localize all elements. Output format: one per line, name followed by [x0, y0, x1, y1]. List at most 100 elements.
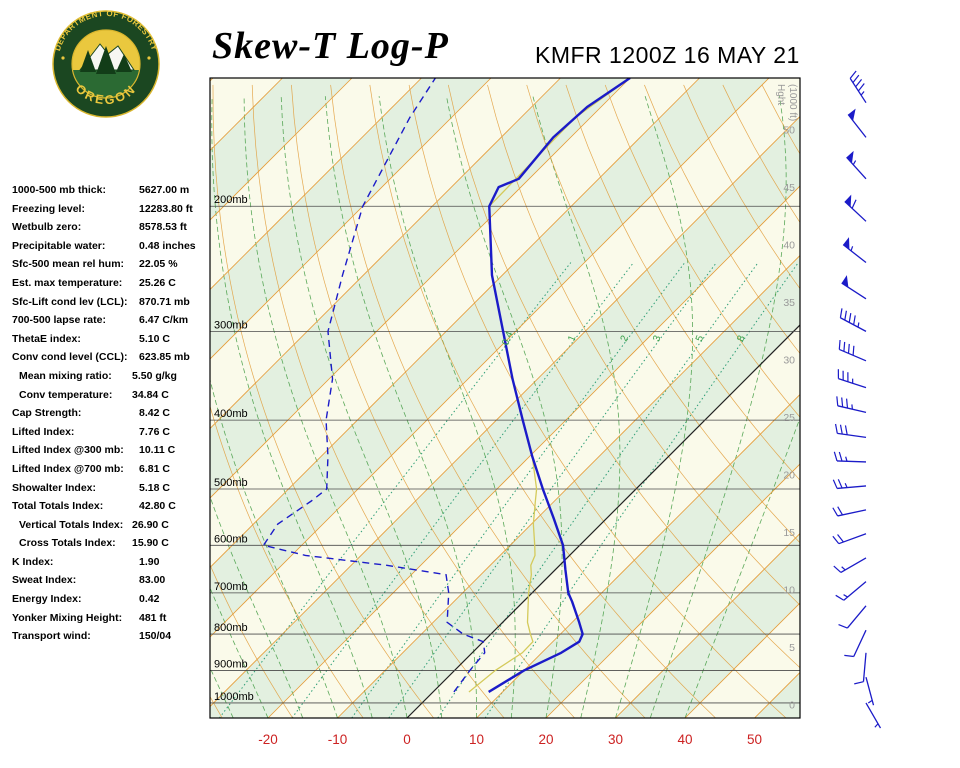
dry-adiabat-line	[212, 84, 434, 718]
stat-value: 0.48 inches	[139, 239, 196, 252]
wind-barb	[833, 557, 867, 573]
mixing-ratio-label: 8	[735, 334, 747, 344]
stat-value: 7.76 C	[139, 425, 170, 438]
wind-barb	[836, 396, 867, 413]
isotherm-line	[210, 78, 770, 638]
stat-label: Lifted Index:	[12, 425, 75, 438]
stat-row: Freezing level: 12283.80 ft	[12, 203, 216, 222]
temp-axis-label: -10	[328, 732, 348, 747]
moist-adiabat-line	[210, 495, 304, 718]
dry-adiabat-line	[919, 85, 960, 718]
stat-label: Showalter Index:	[12, 481, 97, 494]
isotherm-line	[615, 532, 800, 718]
temp-axis-label: 40	[677, 732, 692, 747]
stat-row: K Index: 1.90	[12, 556, 216, 575]
stat-row: Wetbulb zero: 8578.53 ft	[12, 221, 216, 240]
isotherm-line	[476, 393, 800, 718]
pressure-label: 500mb	[214, 477, 248, 489]
wind-barb	[844, 629, 867, 658]
stat-row: Yonker Mixing Height: 481 ft	[12, 612, 216, 631]
moist-adiabat-line	[324, 96, 477, 718]
background-band	[824, 78, 960, 718]
mixing-ratio-line	[484, 262, 799, 718]
wind-barb	[833, 451, 867, 463]
stat-row: ThetaE index: 5.10 C	[12, 333, 216, 352]
mixing-ratio-line	[388, 262, 717, 718]
wind-barb	[846, 150, 867, 180]
pressure-label: 1000mb	[214, 691, 254, 703]
background-band	[0, 78, 144, 718]
stat-label: Energy Index:	[12, 593, 82, 606]
temp-axis-label: 20	[538, 732, 553, 747]
mixing-ratio-label: 0.4	[500, 330, 516, 347]
stat-label: Cap Strength:	[12, 407, 82, 420]
background-band	[210, 78, 213, 81]
temp-axis-label: 0	[403, 732, 411, 747]
stat-value: 42.80 C	[139, 500, 176, 513]
dry-adiabat-line	[880, 85, 960, 718]
wind-barb	[834, 423, 867, 439]
dry-adiabat-line	[251, 84, 505, 718]
moist-adiabat-line	[532, 96, 621, 718]
isotherm-line	[210, 78, 561, 430]
stat-value: 623.85 mb	[139, 351, 190, 364]
background-band	[210, 116, 800, 718]
stat-row: 1000-500 mb thick: 5627.00 m	[12, 184, 216, 203]
wind-barb	[832, 506, 867, 517]
moist-adiabat-line	[649, 96, 787, 718]
stat-label: 700-500 lapse rate:	[12, 314, 106, 327]
stat-value: 6.81 C	[139, 462, 170, 475]
wind-barb	[832, 533, 867, 545]
stat-label: Lifted Index @300 mb:	[12, 444, 124, 457]
stat-row: Sfc-Lift cond lev (LCL): 870.71 mb	[12, 296, 216, 315]
dry-adiabat-line	[526, 84, 800, 544]
height-tick-label: 40	[783, 240, 795, 252]
dry-adiabat-line	[330, 84, 646, 718]
stat-label: Sfc-Lift cond lev (LCL):	[12, 295, 128, 308]
height-tick-label: 45	[783, 182, 795, 194]
stat-value: 5627.00 m	[139, 184, 190, 196]
wind-barb	[854, 652, 867, 685]
stat-row: Conv temperature: 34.84 C	[12, 389, 216, 408]
pressure-label: 600mb	[214, 533, 248, 545]
stat-value: 8578.53 ft	[139, 221, 187, 234]
stat-row: Sweat Index: 83.00	[12, 574, 216, 593]
stat-label: Yonker Mixing Height:	[12, 611, 123, 624]
stat-label: Total Totals Index:	[12, 500, 104, 513]
height-tick-label: 20	[783, 470, 795, 482]
wind-barb	[847, 108, 867, 138]
stat-value: 25.26 C	[139, 276, 176, 289]
stat-row: Lifted Index @700 mb: 6.81 C	[12, 463, 216, 482]
page-title: Skew-T Log-P	[212, 25, 449, 67]
wind-barb	[838, 339, 867, 362]
dewpoint-profile-line	[262, 78, 486, 693]
dry-adiabat-line	[565, 84, 800, 481]
tree-icon	[96, 46, 116, 74]
height-axis-title: Hght	[775, 84, 786, 105]
wind-barb	[841, 275, 867, 300]
pressure-label: 300mb	[214, 319, 248, 331]
isotherm-line	[545, 463, 800, 718]
stat-label: K Index:	[12, 555, 54, 568]
pressure-label: 900mb	[214, 658, 248, 670]
isotherm-line	[210, 115, 800, 708]
stat-label: Transport wind:	[12, 630, 91, 643]
stat-row: Sfc-500 mean rel hum: 22.05 %	[12, 258, 216, 277]
stat-value: 1.90	[139, 555, 160, 568]
tree-icon	[80, 50, 96, 72]
stat-value: 26.90 C	[132, 518, 169, 531]
wind-barb	[849, 70, 867, 104]
stat-label: Vertical Totals Index:	[19, 518, 124, 531]
stat-value: 5.10 C	[139, 332, 170, 345]
chart-border	[209, 77, 801, 719]
pressure-label: 700mb	[214, 581, 248, 593]
stat-label: Precipitable water:	[12, 239, 106, 252]
moist-adiabat-line	[615, 96, 694, 718]
moist-adiabat-line	[210, 378, 338, 718]
height-axis-units: (1000 ft)	[787, 84, 798, 121]
dry-adiabat-line	[42, 85, 152, 718]
stat-label: Conv temperature:	[19, 388, 113, 401]
stat-value: 83.00	[139, 574, 166, 587]
height-tick-label: 25	[783, 412, 795, 424]
isotherm-line	[210, 78, 422, 291]
